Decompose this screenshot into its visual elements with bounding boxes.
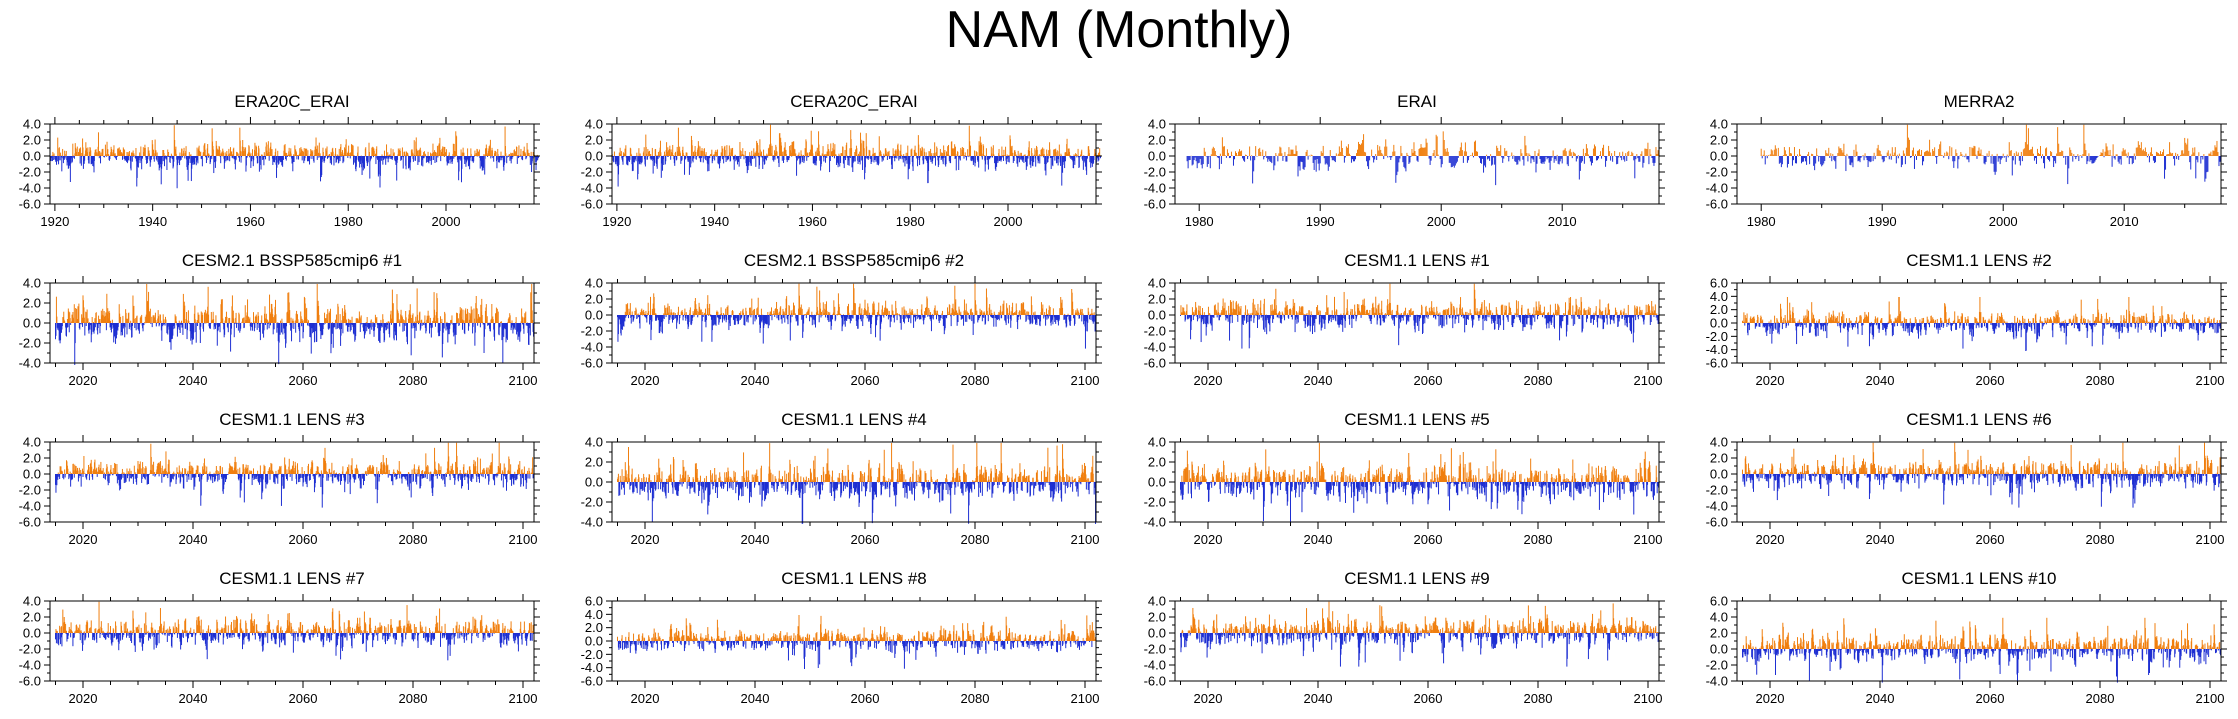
panel-title: CESM2.1 BSSP585cmip6 #2 xyxy=(744,251,964,270)
x-tick-label: 1990 xyxy=(1306,214,1335,229)
plot-frame xyxy=(1736,123,2222,205)
y-tick-label: -4.0 xyxy=(19,356,41,371)
x-tick-label: 2080 xyxy=(399,373,428,388)
plot-frame xyxy=(611,123,1097,205)
x-tick-label: 1940 xyxy=(138,214,167,229)
bar-series xyxy=(49,125,539,189)
y-tick-label: 4.0 xyxy=(1148,117,1166,132)
x-tick-label: 2040 xyxy=(179,373,208,388)
x-tick-label: 2000 xyxy=(432,214,461,229)
y-tick-label: -2.0 xyxy=(19,336,41,351)
y-tick-label: 4.0 xyxy=(585,117,603,132)
y-tick-label: -2.0 xyxy=(19,165,41,180)
x-tick-label: 2010 xyxy=(2110,214,2139,229)
x-tick-label: 2020 xyxy=(69,373,98,388)
y-tick-label: 0.0 xyxy=(1148,149,1166,164)
x-tick-label: 1980 xyxy=(1185,214,1214,229)
y-tick-label: -6.0 xyxy=(1706,197,1728,212)
x-tick-label: 1980 xyxy=(1747,214,1776,229)
y-tick-label: 4.0 xyxy=(23,276,41,291)
y-tick-label: 4.0 xyxy=(23,117,41,132)
y-tick-label: 2.0 xyxy=(1148,133,1166,148)
y-tick-label: 0.0 xyxy=(1710,149,1728,164)
figure-title: NAM (Monthly) xyxy=(0,0,2238,60)
y-tick-label: 2.0 xyxy=(23,296,41,311)
y-tick-label: -2.0 xyxy=(581,165,603,180)
x-tick-label: 2000 xyxy=(1427,214,1456,229)
y-tick-label: 0.0 xyxy=(585,149,603,164)
plot-frame xyxy=(49,282,535,364)
y-tick-label: -4.0 xyxy=(581,181,603,196)
x-tick-label: 2100 xyxy=(509,373,538,388)
y-tick-label: -4.0 xyxy=(1144,181,1166,196)
bar-series xyxy=(611,124,1101,187)
y-tick-label: -2.0 xyxy=(1706,165,1728,180)
x-tick-label: 1920 xyxy=(40,214,69,229)
y-tick-label: 2.0 xyxy=(23,133,41,148)
panel-title: ERAI xyxy=(1397,92,1437,111)
y-tick-label: -4.0 xyxy=(1706,181,1728,196)
x-tick-label: 1990 xyxy=(1868,214,1897,229)
panel-title: CESM2.1 BSSP585cmip6 #1 xyxy=(182,251,402,270)
y-tick-label: 2.0 xyxy=(585,133,603,148)
x-tick-label: 1960 xyxy=(236,214,265,229)
y-tick-label: 2.0 xyxy=(1710,133,1728,148)
plot-frame xyxy=(49,123,535,205)
x-tick-label: 1920 xyxy=(602,214,631,229)
bar-series xyxy=(1186,131,1659,186)
x-tick-label: 2000 xyxy=(1989,214,2018,229)
x-tick-label: 2060 xyxy=(289,373,318,388)
x-tick-label: 1960 xyxy=(798,214,827,229)
y-tick-label: 4.0 xyxy=(1710,117,1728,132)
panel-title: ERA20C_ERAI xyxy=(234,92,349,111)
y-tick-label: -2.0 xyxy=(1144,165,1166,180)
y-tick-label: -6.0 xyxy=(19,197,41,212)
x-tick-label: 1980 xyxy=(334,214,363,229)
plot-frame xyxy=(1174,123,1660,205)
x-tick-label: 1940 xyxy=(700,214,729,229)
y-tick-label: -4.0 xyxy=(19,181,41,196)
x-tick-label: 2000 xyxy=(994,214,1023,229)
panel-title: MERRA2 xyxy=(1944,92,2015,111)
y-tick-label: -6.0 xyxy=(1144,197,1166,212)
bar-series xyxy=(617,283,1097,349)
y-tick-label: 0.0 xyxy=(23,149,41,164)
y-tick-label: 0.0 xyxy=(23,316,41,331)
x-tick-label: 2010 xyxy=(1548,214,1577,229)
panel-title: CERA20C_ERAI xyxy=(790,92,918,111)
x-tick-label: 1980 xyxy=(896,214,925,229)
bar-series xyxy=(55,284,535,365)
bar-series xyxy=(1760,124,2221,185)
y-tick-label: -6.0 xyxy=(581,197,603,212)
